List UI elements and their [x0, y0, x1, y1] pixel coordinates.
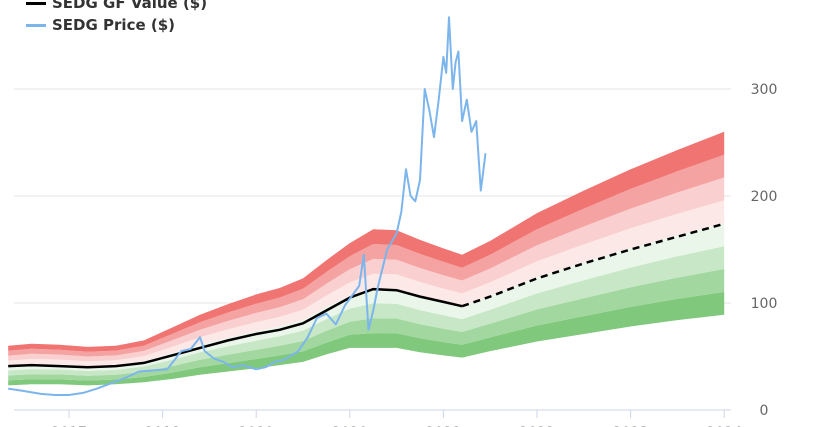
legend-item-gf-value[interactable]: SEDG GF Value ($) [26, 0, 207, 14]
x-tick-label-2021: 2021 [426, 425, 462, 427]
legend-swatch-price [26, 23, 46, 27]
chart-legend: SEDG GF Value ($) SEDG Price ($) [26, 0, 207, 36]
x-tick-label-2024: 2024 [706, 425, 742, 427]
gf-value-projection-line [461, 222, 725, 308]
x-tick-label-2020: 2020 [332, 425, 368, 427]
band-slice-1 [8, 291, 725, 386]
x-tick-label-2019: 2019 [238, 425, 274, 427]
y-tick-label-100: 100 [751, 296, 778, 312]
x-tick-label-2017: 2017 [51, 425, 87, 427]
legend-item-price[interactable]: SEDG Price ($) [26, 14, 207, 36]
legend-swatch-gf-value [26, 1, 46, 5]
y-tick-label-200: 200 [751, 189, 778, 205]
band-slice-8 [8, 131, 725, 352]
price-line [8, 16, 487, 396]
x-tick-label-2022: 2022 [519, 425, 555, 427]
gf-value-line [8, 287, 463, 369]
price-series [8, 16, 487, 396]
legend-label-gf-value: SEDG GF Value ($) [52, 0, 208, 12]
legend-label-price: SEDG Price ($) [52, 16, 176, 34]
x-tick-label-2023: 2023 [613, 425, 649, 427]
band-slice-2 [8, 269, 725, 381]
x-tick-label-2018: 2018 [145, 425, 181, 427]
gf-value-series [8, 222, 725, 369]
valuation-bands [8, 131, 725, 386]
axes: 0 100 200 300 2017 2018 2019 2020 2021 2022 2023 20… [14, 82, 777, 427]
band-slice-7 [8, 154, 725, 357]
y-tick-label-0: 0 [760, 403, 769, 419]
y-tick-label-300: 300 [751, 82, 778, 98]
band-slice-3 [8, 246, 725, 376]
band-slice-6 [8, 177, 725, 362]
